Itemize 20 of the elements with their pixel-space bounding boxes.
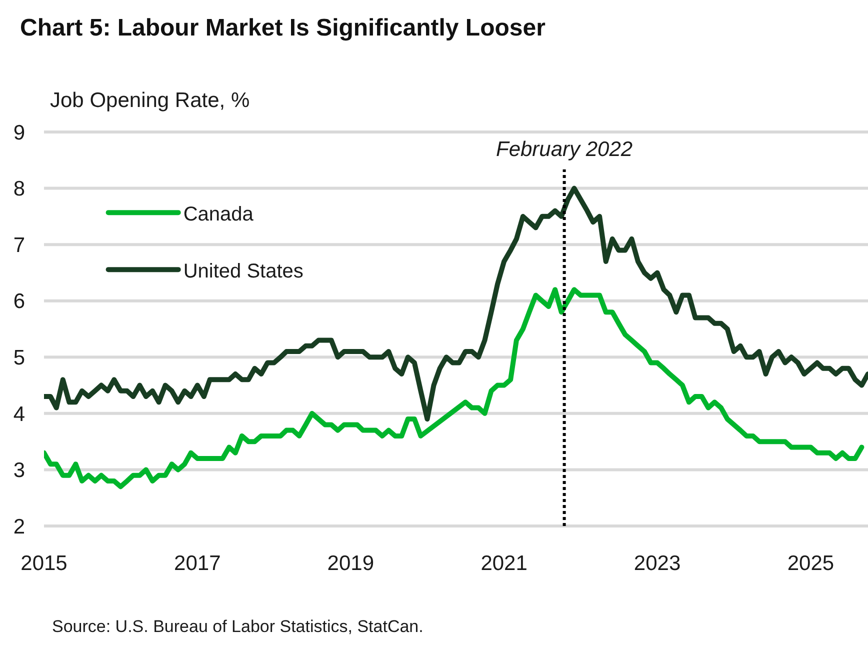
y-axis-title: Job Opening Rate, %: [50, 89, 250, 112]
x-tick-label: 2017: [174, 552, 221, 575]
y-tick-label: 9: [13, 121, 25, 144]
y-tick-label: 3: [13, 459, 25, 482]
x-tick-label: 2015: [20, 552, 68, 575]
legend-label: United States: [183, 260, 304, 282]
ref-line-label: February 2022: [496, 138, 633, 161]
y-tick-label: 8: [13, 178, 25, 201]
y-tick-label: 6: [13, 290, 25, 314]
y-tick-label: 4: [13, 402, 26, 426]
y-tick-label: 7: [13, 234, 25, 257]
chart-title: Chart 5: Labour Market Is Significantly Looser: [20, 14, 546, 42]
legend-label: Canada: [183, 203, 254, 226]
y-tick-label: 5: [13, 346, 25, 370]
x-tick-label: 2019: [327, 552, 374, 575]
x-tick-label: 2025: [787, 552, 834, 575]
y-tick-label: 2: [13, 515, 25, 538]
x-tick-label: 2021: [480, 552, 528, 575]
x-tick-label: 2023: [634, 552, 681, 575]
source-note: Source: U.S. Bureau of Labor Statistics, StatCan.: [52, 617, 424, 636]
